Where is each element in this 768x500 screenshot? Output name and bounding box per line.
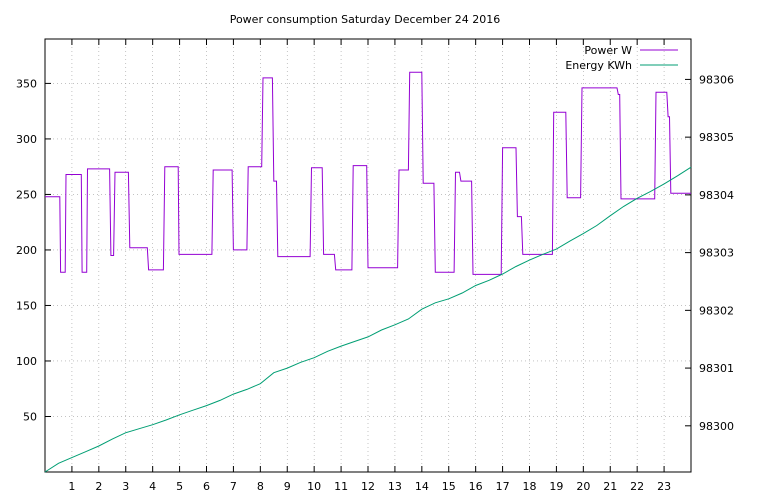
x-tick-label: 16 (469, 480, 483, 493)
y2-tick-label: 98301 (699, 362, 734, 375)
x-tick-label: 19 (549, 480, 563, 493)
x-tick-label: 3 (122, 480, 129, 493)
x-tick-label: 5 (176, 480, 183, 493)
x-tick-label: 17 (496, 480, 510, 493)
series-line-power-w (45, 71, 691, 275)
x-tick-label: 22 (630, 480, 644, 493)
x-tick-label: 7 (230, 480, 237, 493)
x-tick-label: 21 (603, 480, 617, 493)
x-tick-label: 10 (307, 480, 321, 493)
y2-tick-label: 98300 (699, 420, 734, 433)
x-axis: 1 2 3 4 5 6 7 8 9 10 11 12 13 14 15 16 17 18 19 20 21 22 23 (68, 39, 671, 493)
x-tick-label: 13 (388, 480, 402, 493)
y-tick-label: 100 (16, 355, 37, 368)
y-tick-label: 250 (16, 188, 37, 201)
x-tick-label: 1 (68, 480, 75, 493)
x-tick-label: 11 (334, 480, 348, 493)
y-axis-left: 50 100 150 200 250 300 350 (16, 77, 51, 423)
x-tick-label: 8 (257, 480, 264, 493)
chart-title: Power consumption Saturday December 24 2… (230, 13, 501, 26)
y-tick-label: 200 (16, 244, 37, 257)
y2-tick-label: 98304 (699, 189, 734, 202)
chart-legend: Power W Energy KWh (565, 44, 678, 72)
x-tick-label: 14 (415, 480, 429, 493)
x-tick-label: 23 (657, 480, 671, 493)
x-tick-label: 2 (95, 480, 102, 493)
x-tick-label: 6 (203, 480, 210, 493)
legend-label-energy: Energy KWh (565, 59, 632, 72)
y2-tick-label: 98305 (699, 131, 734, 144)
x-tick-label: 12 (361, 480, 375, 493)
x-tick-label: 4 (149, 480, 156, 493)
y-axis-right: 98300 98301 98302 98303 98304 98305 98306 (685, 73, 734, 433)
y-tick-label: 150 (16, 299, 37, 312)
x-tick-label: 20 (576, 480, 590, 493)
series-line-energy-kwh (44, 166, 692, 473)
legend-label-power: Power W (584, 44, 632, 57)
chart-grid (45, 39, 691, 472)
y-tick-label: 300 (16, 133, 37, 146)
y-tick-label: 50 (23, 410, 37, 423)
y-tick-label: 350 (16, 77, 37, 90)
y2-tick-label: 98306 (699, 73, 734, 86)
x-tick-label: 15 (442, 480, 456, 493)
y2-tick-label: 98303 (699, 247, 734, 260)
y2-tick-label: 98302 (699, 304, 734, 317)
x-tick-label: 9 (284, 480, 291, 493)
series-layer (44, 71, 692, 473)
x-tick-label: 18 (523, 480, 537, 493)
